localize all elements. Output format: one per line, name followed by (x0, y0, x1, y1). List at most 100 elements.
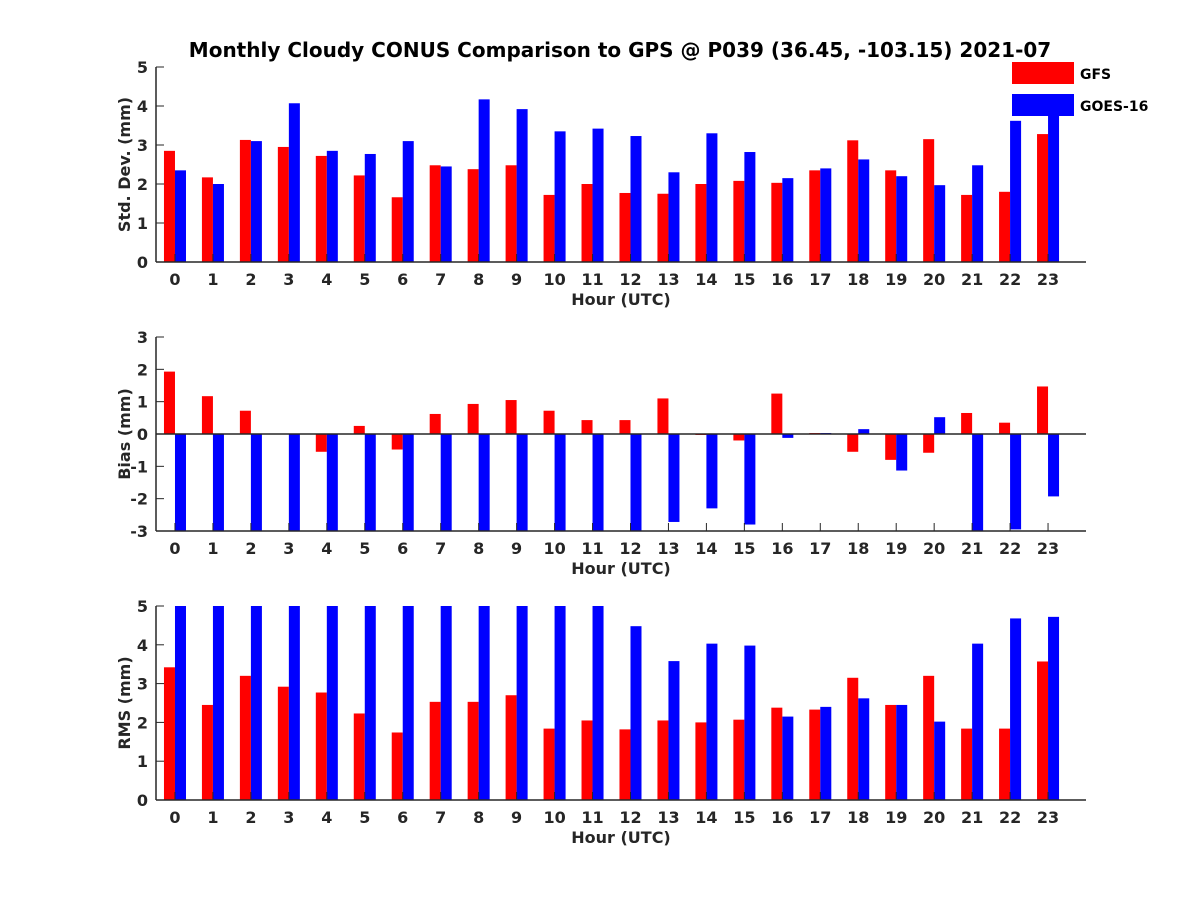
bar-rms-gfs-12 (619, 729, 631, 800)
bar-std-dev-goes16-10 (554, 131, 566, 262)
x-tick-label-std-dev: 10 (543, 270, 565, 289)
x-tick-label-rms: 4 (321, 808, 332, 827)
bar-std-dev-goes16-23 (1048, 107, 1060, 262)
bar-rms-goes16-8 (478, 606, 490, 800)
bar-std-dev-gfs-12 (619, 192, 631, 262)
bar-rms-gfs-7 (429, 701, 441, 800)
x-tick-label-std-dev: 5 (359, 270, 370, 289)
bar-rms-goes16-20 (934, 721, 946, 800)
x-tick-label-std-dev: 20 (923, 270, 945, 289)
bar-std-dev-gfs-2 (239, 139, 251, 262)
bar-std-dev-goes16-18 (858, 159, 870, 262)
y-tick-label-std-dev: 1 (137, 214, 148, 233)
bar-rms-gfs-10 (543, 728, 555, 800)
x-tick-label-rms: 21 (961, 808, 983, 827)
x-tick-label-std-dev: 11 (581, 270, 603, 289)
bar-rms-goes16-13 (668, 661, 680, 800)
legend-label-goes16: GOES-16 (1080, 99, 1148, 115)
bar-rms-gfs-1 (201, 704, 213, 800)
x-tick-label-bias: 2 (245, 539, 256, 558)
y-tick-label-rms: 2 (137, 713, 148, 732)
x-tick-label-std-dev: 2 (245, 270, 256, 289)
bar-std-dev-gfs-7 (429, 165, 441, 262)
bar-rms-goes16-3 (288, 606, 300, 800)
bar-std-dev-gfs-3 (277, 146, 289, 262)
x-tick-label-bias: 11 (581, 539, 603, 558)
bar-std-dev-gfs-0 (163, 150, 175, 262)
bar-std-dev-goes16-4 (326, 150, 338, 262)
x-tick-label-std-dev: 16 (771, 270, 793, 289)
x-tick-label-rms: 5 (359, 808, 370, 827)
x-tick-label-bias: 6 (397, 539, 408, 558)
x-tick-label-bias: 16 (771, 539, 793, 558)
bar-rms-gfs-11 (581, 720, 593, 800)
x-tick-label-rms: 19 (885, 808, 907, 827)
bar-bias-goes16-2 (250, 434, 262, 531)
x-tick-label-rms: 0 (169, 808, 180, 827)
x-tick-label-rms: 13 (657, 808, 679, 827)
bar-bias-goes16-14 (706, 434, 718, 509)
x-tick-label-bias: 21 (961, 539, 983, 558)
bar-std-dev-gfs-1 (201, 177, 213, 262)
x-tick-label-std-dev: 1 (207, 270, 218, 289)
bar-std-dev-goes16-12 (630, 136, 642, 262)
bar-bias-goes16-3 (288, 434, 300, 531)
y-tick-label-bias: 2 (137, 360, 148, 379)
x-tick-label-bias: 1 (207, 539, 218, 558)
bar-bias-gfs-0 (163, 371, 175, 434)
x-tick-label-std-dev: 9 (511, 270, 522, 289)
bar-bias-gfs-2 (239, 410, 251, 434)
y-tick-label-std-dev: 4 (137, 97, 148, 116)
bar-bias-gfs-22 (999, 422, 1011, 434)
bar-std-dev-gfs-20 (923, 139, 935, 262)
bar-rms-goes16-22 (1010, 618, 1022, 800)
bar-rms-goes16-9 (516, 606, 528, 800)
x-tick-label-std-dev: 6 (397, 270, 408, 289)
x-tick-label-std-dev: 7 (435, 270, 446, 289)
x-tick-label-bias: 23 (1037, 539, 1059, 558)
x-tick-label-bias: 8 (473, 539, 484, 558)
bar-bias-gfs-20 (923, 434, 935, 453)
y-tick-label-bias: 3 (137, 328, 148, 347)
bar-bias-gfs-13 (657, 398, 669, 434)
bar-bias-gfs-15 (733, 434, 745, 441)
bar-rms-goes16-12 (630, 626, 642, 800)
bar-std-dev-goes16-9 (516, 109, 528, 263)
bar-std-dev-goes16-20 (934, 185, 946, 262)
bar-rms-gfs-22 (999, 728, 1011, 800)
x-axis-label-rms: Hour (UTC) (571, 828, 671, 847)
x-tick-label-bias: 12 (619, 539, 641, 558)
x-tick-label-rms: 6 (397, 808, 408, 827)
y-tick-label-rms: 4 (137, 636, 148, 655)
bar-std-dev-gfs-9 (505, 165, 517, 262)
x-tick-label-std-dev: 23 (1037, 270, 1059, 289)
bar-std-dev-gfs-5 (353, 175, 365, 262)
bar-rms-goes16-5 (364, 606, 376, 800)
bar-rms-goes16-16 (782, 716, 794, 800)
bar-bias-goes16-22 (1010, 434, 1022, 530)
bar-std-dev-gfs-13 (657, 193, 669, 262)
bar-bias-gfs-9 (505, 400, 517, 434)
y-axis-label-bias: Bias (mm) (115, 388, 134, 480)
bar-bias-goes16-16 (782, 434, 794, 438)
bar-std-dev-gfs-17 (809, 170, 821, 262)
x-tick-label-std-dev: 12 (619, 270, 641, 289)
bar-rms-goes16-11 (592, 606, 604, 800)
bar-std-dev-goes16-3 (288, 103, 300, 263)
x-tick-label-bias: 4 (321, 539, 332, 558)
bar-rms-gfs-15 (733, 719, 745, 800)
x-tick-label-bias: 19 (885, 539, 907, 558)
bar-std-dev-goes16-2 (250, 141, 262, 262)
x-tick-label-rms: 16 (771, 808, 793, 827)
bar-rms-goes16-0 (174, 606, 186, 800)
bar-bias-goes16-18 (858, 429, 870, 434)
bar-bias-goes16-21 (972, 434, 984, 531)
x-tick-label-rms: 2 (245, 808, 256, 827)
x-tick-label-rms: 8 (473, 808, 484, 827)
bar-bias-gfs-5 (353, 425, 365, 434)
bar-rms-gfs-2 (239, 675, 251, 800)
bar-std-dev-goes16-11 (592, 128, 604, 262)
bar-std-dev-goes16-19 (896, 176, 908, 262)
bar-rms-gfs-5 (353, 713, 365, 800)
